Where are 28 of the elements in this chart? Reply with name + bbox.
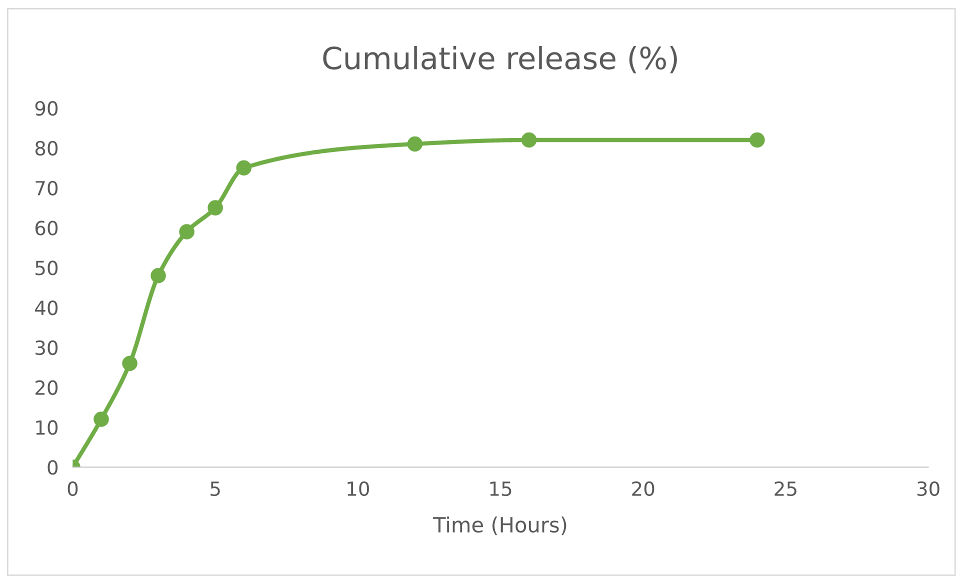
point <box>208 200 223 216</box>
y-tick-label: 80 <box>35 140 58 156</box>
point <box>750 132 765 148</box>
y-tick-label: 50 <box>36 260 58 276</box>
y-tick-label: 10 <box>36 420 58 435</box>
x-tick-label: 10 <box>348 481 369 496</box>
y-tick-label: 20 <box>36 380 58 395</box>
chart-title: Cumulative release (%) <box>323 46 677 74</box>
x-tick-label: 5 <box>210 482 220 496</box>
y-tick-label: 90 <box>35 101 58 116</box>
x-tick-label: 15 <box>490 482 512 496</box>
x-tick-label: 0 <box>68 481 78 496</box>
point <box>521 132 537 148</box>
y-tick-label: 70 <box>36 180 58 196</box>
point <box>236 160 252 176</box>
point <box>94 412 109 427</box>
y-tick-label: 60 <box>35 220 58 236</box>
y-tick-label: 40 <box>35 300 58 316</box>
x-axis-title: Time (Hours) <box>433 516 566 536</box>
y-tick-label: 0 <box>48 460 58 475</box>
x-tick-label: 20 <box>632 481 654 496</box>
point <box>407 136 423 152</box>
point <box>179 224 194 240</box>
point <box>122 356 138 372</box>
point <box>150 268 166 284</box>
y-tick-label: 30 <box>36 340 58 356</box>
x-tick-label: 30 <box>917 481 940 496</box>
x-tick-label: 25 <box>774 481 796 496</box>
